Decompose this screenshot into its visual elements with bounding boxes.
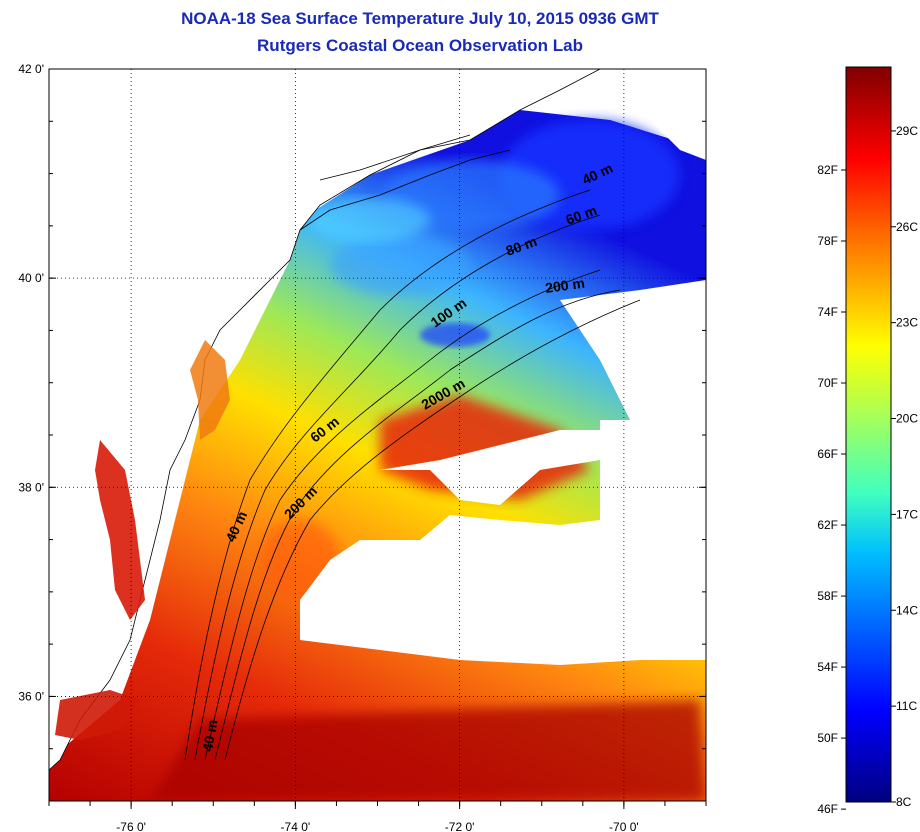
- map-title: NOAA-18 Sea Surface Temperature July 10,…: [181, 9, 659, 28]
- lat-label: 42 0': [18, 62, 44, 76]
- colorbar-label-f: 46F: [817, 802, 838, 816]
- contour-label: 40 m: [199, 718, 220, 752]
- colorbar-label-f: 50F: [817, 731, 838, 745]
- isobath-lines: [184, 189, 641, 761]
- lat-label: 40 0': [18, 271, 44, 285]
- colorbar-label-f: 58F: [817, 589, 838, 603]
- colorbar-label-f: 74F: [817, 305, 838, 319]
- colorbar-labels: 29C 26C 23C 20C 17C 14C 11C 8C 82F 78F 74F 70F 66F 62…: [817, 124, 918, 816]
- colorbar-label-c: 26C: [896, 220, 918, 234]
- lon-label: -74 0': [281, 820, 311, 832]
- graticule: [49, 69, 706, 801]
- colorbar-label-c: 17C: [896, 507, 918, 521]
- lat-label: 38 0': [18, 480, 44, 494]
- lon-label: -76 0': [116, 820, 146, 832]
- colorbar-label-c: 20C: [896, 412, 918, 426]
- colorbar-label-f: 62F: [817, 518, 838, 532]
- colorbar: [845, 66, 892, 803]
- colorbar-label-f: 70F: [817, 376, 838, 390]
- lat-label: 36 0': [18, 689, 44, 703]
- colorbar-label-f: 54F: [817, 660, 838, 674]
- colorbar-label-f: 78F: [817, 234, 838, 248]
- axis-ticks: 42 0' 40 0' 38 0' 36 0' -76 0' -74 0' -72 0' -7…: [18, 62, 707, 832]
- colorbar-label-c: 11C: [896, 699, 917, 713]
- colorbar-label-c: 29C: [896, 124, 918, 138]
- contour-label: 200 m: [544, 275, 586, 296]
- colorbar-label-f: 66F: [817, 447, 838, 461]
- colorbar-label-f: 82F: [817, 163, 838, 177]
- sst-field: [49, 69, 706, 801]
- map-subtitle: Rutgers Coastal Ocean Observation Lab: [257, 36, 583, 55]
- lon-label: -72 0': [445, 820, 475, 832]
- colorbar-label-c: 14C: [896, 603, 918, 617]
- lon-label: -70 0': [609, 820, 639, 832]
- colorbar-label-c: 23C: [896, 316, 918, 330]
- colorbar-label-c: 8C: [896, 795, 912, 809]
